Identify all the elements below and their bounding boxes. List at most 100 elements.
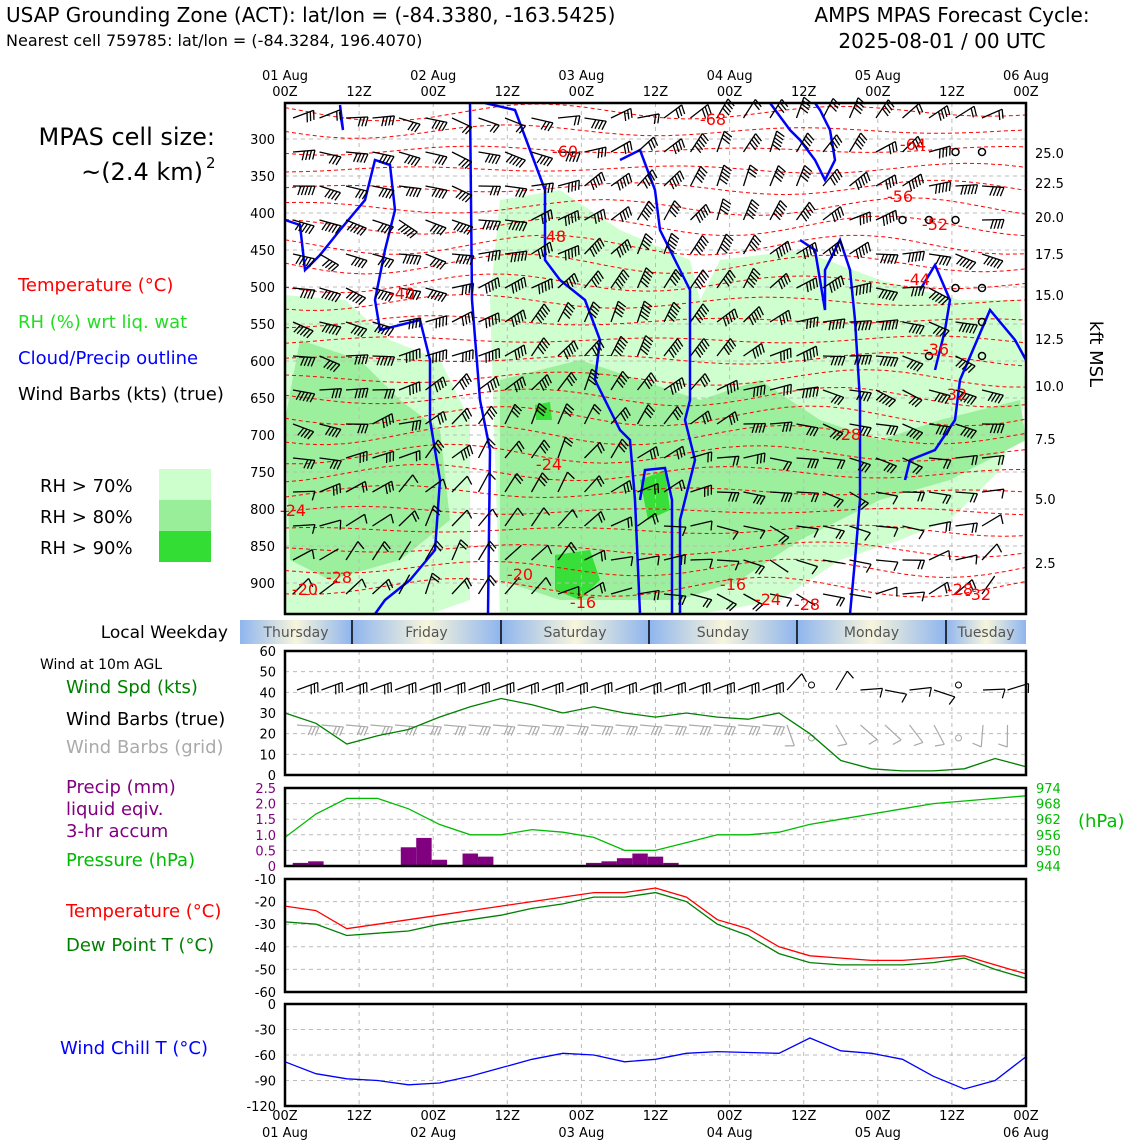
barb-feather [804, 165, 813, 173]
wind-barb [822, 559, 845, 565]
temperature-contour [284, 541, 1026, 558]
barb-feather [543, 337, 551, 346]
wind-barb [690, 593, 713, 608]
barb-feather [565, 305, 574, 313]
wind-barb [590, 681, 613, 695]
barb-feather [437, 439, 445, 448]
wind-barb [716, 269, 736, 289]
barb-feather [626, 482, 630, 492]
wind-barb [557, 245, 580, 261]
barb-feather [813, 528, 819, 538]
barb-feather [809, 318, 812, 329]
barb-feather [591, 245, 598, 255]
pressure-tick-label: 300 [250, 133, 275, 148]
wind-barb [292, 389, 316, 403]
wind-barb [663, 232, 680, 255]
barb-feather [958, 360, 967, 369]
wind-barb [531, 544, 553, 561]
barb-feather [996, 186, 1002, 197]
barb-feather [464, 284, 468, 295]
barb-feather [412, 384, 415, 394]
barb-feather [437, 415, 442, 425]
barb-feather [746, 212, 755, 220]
barb-feather [494, 250, 498, 261]
barb-feather [673, 271, 681, 281]
barb-feather [374, 289, 381, 299]
barb-feather [516, 380, 521, 391]
barb-feather [488, 437, 496, 446]
barb-feather [603, 550, 607, 560]
wind-barb [557, 272, 579, 290]
temperature-contour [284, 124, 1026, 139]
barb-feather [938, 255, 945, 265]
wind-barb [425, 349, 448, 364]
barb-feather [335, 484, 338, 495]
barb-feather [328, 325, 335, 334]
barb-feather [748, 316, 754, 326]
barb-feather [651, 169, 658, 179]
barb-feather [734, 561, 740, 571]
wind-barb [981, 389, 1004, 404]
barb-feather [729, 383, 733, 393]
barb-feather [332, 155, 339, 165]
barb-shaft [610, 587, 633, 595]
panel-frame [283, 877, 1028, 994]
barb-feather [643, 300, 653, 308]
temperature-contour-label: -24 [280, 501, 306, 520]
barb-feather [970, 396, 977, 406]
wind-barb [425, 478, 447, 493]
barb-feather [570, 372, 578, 381]
wind-barb [902, 250, 925, 263]
barb-feather [325, 324, 332, 334]
temperature-contour [284, 162, 1026, 174]
barb-feather [997, 394, 1004, 404]
temperature-contour [284, 197, 1026, 216]
barb-feather [1000, 424, 1005, 434]
barb-feather [568, 374, 576, 384]
barb-feather [710, 520, 713, 531]
kft-tick-label: 2.5 [1035, 557, 1056, 572]
barb-feather [303, 356, 309, 367]
top-date-label: 02 Aug [410, 69, 456, 84]
cloud-outline [638, 466, 674, 614]
barb-shaft [796, 559, 818, 568]
barb-feather [734, 308, 739, 319]
barb-feather [310, 289, 316, 300]
barb-feather [891, 176, 895, 187]
barb-feather [327, 190, 335, 199]
barb-feather [889, 465, 898, 474]
wind-barb [849, 559, 872, 573]
wind-barb [981, 185, 1005, 197]
barb-feather [543, 245, 548, 256]
temperature-contour [284, 315, 1026, 329]
barb-feather [405, 254, 411, 264]
barb-feather [299, 288, 305, 299]
barb-feather [640, 310, 650, 318]
barb-feather [565, 347, 571, 357]
weekday-segment [352, 620, 501, 644]
barb-feather [488, 408, 496, 418]
top-hour-label: 00Z [865, 85, 891, 100]
temperature-contour [284, 293, 1026, 311]
barb-feather [832, 174, 839, 183]
wind-barb [397, 219, 418, 239]
barb-feather [878, 289, 885, 299]
barb-shaft [955, 554, 978, 561]
barb-feather [805, 388, 809, 398]
barb-feather [435, 442, 443, 451]
barb-feather [773, 174, 782, 183]
windchill-label: Wind Chill T (°C) [60, 1038, 208, 1059]
barb-feather [619, 179, 624, 189]
barb-feather [494, 279, 498, 289]
barb-feather [538, 402, 547, 410]
wind-barb [398, 348, 421, 363]
barb-feather [997, 219, 1002, 229]
barb-feather [671, 304, 680, 313]
kft-tick-label: 7.5 [1035, 433, 1056, 448]
wind-barb [615, 724, 638, 736]
wind-barb [451, 539, 469, 561]
barb-feather [670, 206, 679, 215]
wind-barb [822, 457, 846, 470]
wind-barb [584, 339, 605, 357]
barb-feather [776, 130, 785, 138]
